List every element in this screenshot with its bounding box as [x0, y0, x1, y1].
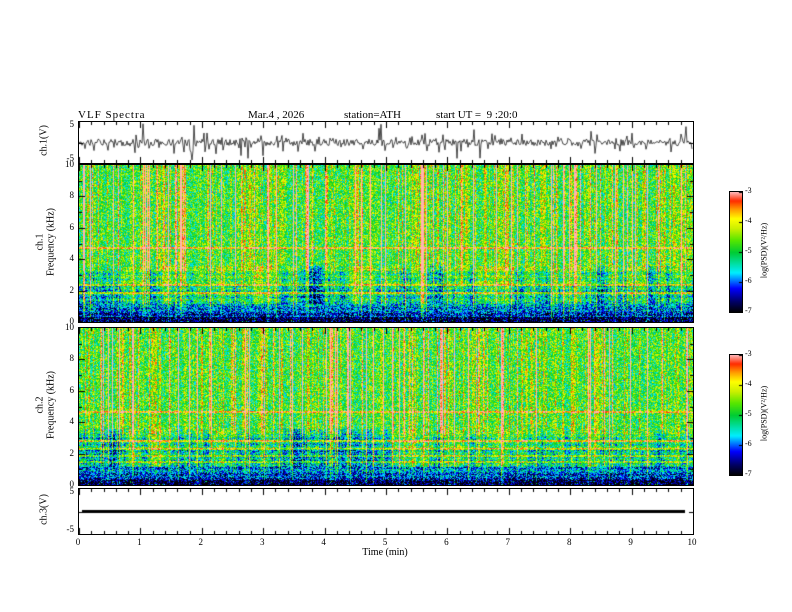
colorbar-ch1	[729, 191, 743, 313]
ch2-spectrogram-canvas	[79, 328, 693, 485]
time-tick-label: 0	[75, 537, 81, 547]
freq-tick-label: 4	[69, 253, 75, 264]
ch2-spectrogram-panel	[78, 327, 694, 486]
colorbar-tick-label: -3	[745, 349, 752, 358]
ch1-spectrogram-axis-label: ch.1 Frequency (kHz)	[35, 164, 57, 321]
volt-tick-label: -5	[66, 524, 75, 534]
colorbar-ch1-canvas	[730, 192, 742, 312]
plot-station: station=ATH	[344, 109, 401, 121]
freq-tick-label: 2	[69, 447, 75, 458]
colorbar-ch2	[729, 354, 743, 476]
time-tick-label: 3	[259, 537, 265, 547]
ch1-waveform-panel	[78, 121, 694, 164]
time-tick-label: 7	[505, 537, 511, 547]
ch1-label: ch.1	[34, 233, 46, 251]
volt-tick-label: 5	[69, 486, 75, 496]
colorbar-tick-label: -7	[745, 469, 752, 478]
time-tick-label: 8	[566, 537, 572, 547]
colorbar-tick-label: -7	[745, 306, 752, 315]
volt-tick-label: -5	[66, 153, 75, 163]
plot-title: VLF Spectra	[78, 109, 146, 121]
time-tick-label: 4	[321, 537, 326, 547]
freq-tick-label: 8	[69, 353, 75, 364]
colorbar-tick-label: -5	[745, 409, 752, 418]
freq-tick-label: 6	[69, 384, 75, 395]
freq-tick-label: 10	[65, 322, 74, 332]
colorbar-ch2-canvas	[730, 355, 742, 475]
time-tick-label: 2	[198, 537, 204, 547]
ch3-waveform-axis-label: ch.3(V)	[38, 494, 50, 525]
frequency-axis-label2: Frequency (kHz)	[45, 370, 57, 440]
time-tick-label: 6	[444, 537, 449, 547]
time-tick-label: 5	[382, 537, 388, 547]
frequency-axis-label: Frequency (kHz)	[45, 207, 57, 277]
colorbar-tick-label: -6	[745, 276, 752, 285]
freq-tick-label: 8	[69, 190, 75, 201]
ch2-label: ch.2	[34, 396, 46, 414]
freq-tick-label: 6	[69, 221, 75, 232]
ch1-waveform-canvas	[79, 122, 693, 163]
time-tick-label: 9	[628, 537, 633, 547]
time-axis-label: Time (min)	[362, 547, 408, 558]
colorbar-tick-label: -6	[745, 439, 752, 448]
freq-tick-label: 4	[69, 416, 75, 427]
freq-tick-label: 0	[69, 479, 75, 489]
colorbar-tick-label: -4	[745, 216, 752, 225]
time-tick-label: 10	[687, 537, 697, 547]
ch2-spectrogram-axis-label: ch.2 Frequency (kHz)	[35, 327, 57, 484]
ch1-spectrogram-panel	[78, 164, 694, 323]
volt-tick-label: 5	[69, 119, 75, 129]
colorbar-tick-label: -4	[745, 379, 752, 388]
ch1-spectrogram-canvas	[79, 165, 693, 322]
colorbar-tick-label: -5	[745, 246, 752, 255]
time-tick-label: 1	[137, 537, 142, 547]
freq-tick-label: 2	[69, 284, 75, 295]
freq-tick-label: 0	[69, 316, 75, 326]
ch3-waveform-canvas	[79, 489, 693, 534]
ch3-waveform-panel	[78, 488, 694, 535]
freq-tick-label: 10	[65, 159, 74, 169]
plot-start-ut: start UT = 9 :20:0	[436, 109, 518, 121]
colorbar-tick-label: -3	[745, 186, 752, 195]
plot-date: Mar.4 , 2026	[248, 109, 305, 121]
